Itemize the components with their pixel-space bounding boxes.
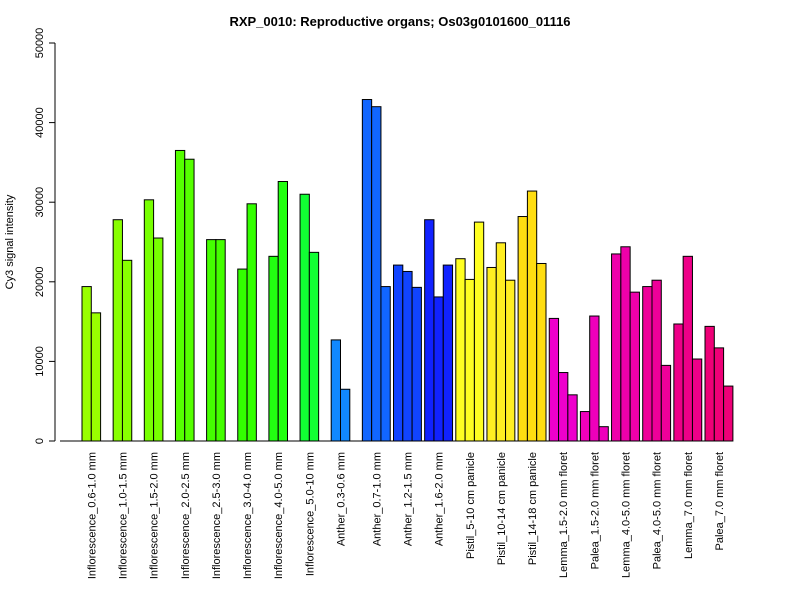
bar	[473, 221, 485, 442]
bar	[558, 372, 569, 442]
bar	[598, 426, 609, 442]
bar	[153, 237, 164, 442]
bar	[402, 270, 413, 442]
bar	[620, 246, 631, 442]
x-tick-label: Anther_1.2-1.5 mm	[402, 452, 414, 546]
bar	[713, 347, 725, 442]
x-tick-label: Inflorescence_1.5-2.0 mm	[149, 452, 161, 579]
x-tick-label: Inflorescence_5.0-10 mm	[304, 452, 316, 576]
bar	[642, 286, 653, 442]
x-tick-label: Pistil_10-14 cm panicle	[496, 452, 508, 565]
bar	[206, 239, 217, 442]
bar	[660, 364, 672, 442]
bar	[579, 411, 591, 442]
bars-group	[81, 99, 734, 442]
x-tick-label: Inflorescence_2.5-3.0 mm	[211, 452, 223, 579]
bar	[548, 317, 560, 442]
bar	[433, 296, 444, 442]
bar	[215, 239, 226, 442]
y-axis-title: Cy3 signal intensity	[4, 194, 16, 289]
x-tick-label: Inflorescence_2.0-2.5 mm	[180, 452, 192, 579]
bar	[567, 394, 578, 442]
bar	[505, 279, 516, 442]
bar	[299, 193, 310, 442]
bar	[611, 253, 622, 442]
bar	[455, 258, 466, 442]
bar	[90, 312, 102, 442]
bar	[526, 190, 538, 442]
bar	[723, 385, 734, 442]
bar	[411, 286, 422, 442]
bar	[442, 264, 454, 442]
y-tick-label: 30000	[34, 187, 46, 218]
bar	[143, 199, 155, 442]
bar	[237, 268, 248, 442]
y-tick-label: 20000	[34, 267, 46, 298]
bar	[704, 325, 715, 442]
y-tick-label: 40000	[34, 107, 46, 138]
bar	[629, 291, 640, 442]
bar	[517, 216, 528, 442]
bar	[268, 255, 279, 442]
bar	[330, 339, 342, 442]
bar	[682, 255, 693, 442]
bar	[393, 264, 404, 442]
x-tick-label: Inflorescence_1.0-1.5 mm	[117, 452, 129, 579]
x-tick-label: Inflorescence_4.0-5.0 mm	[273, 452, 285, 579]
x-tick-label: Inflorescence_0.6-1.0 mm	[86, 452, 98, 579]
x-tick-label: Anther_1.6-2.0 mm	[434, 452, 446, 546]
bar	[651, 279, 662, 442]
x-tick-label: Lemma_1.5-2.0 mm floret	[558, 452, 570, 578]
chart-title: RXP_0010: Reproductive organs; Os03g0101…	[229, 14, 570, 29]
x-tick-label: Palea_4.0-5.0 mm floret	[652, 452, 664, 569]
bar	[112, 219, 123, 442]
bar	[121, 259, 133, 442]
x-tick-label: Lemma_7.0 mm floret	[683, 452, 695, 559]
x-tick-labels: Inflorescence_0.6-1.0 mm Inflorescence_1.…	[86, 452, 726, 579]
x-tick-label: Anther_0.7-1.0 mm	[371, 452, 383, 546]
bar	[277, 181, 289, 442]
x-tick-label: Pistil_5-10 cm panicle	[465, 452, 477, 559]
bar	[424, 219, 435, 442]
bar	[673, 323, 684, 442]
bar	[361, 99, 373, 442]
bar	[536, 262, 547, 442]
y-tick-label: 0	[34, 438, 46, 444]
bar	[246, 203, 257, 442]
y-tick-label: 50000	[34, 28, 46, 59]
y-axis: 0 10000 20000 30000 40000 50000	[34, 28, 56, 444]
bar	[81, 286, 92, 442]
bar	[174, 149, 186, 442]
x-tick-label: Pistil_14-18 cm panicle	[527, 452, 539, 565]
bar	[380, 286, 391, 442]
x-tick-label: Anther_0.3-0.6 mm	[336, 452, 348, 546]
bar	[184, 158, 195, 442]
bar	[495, 242, 507, 442]
y-tick-label: 10000	[34, 346, 46, 377]
x-tick-label: Inflorescence_3.0-4.0 mm	[242, 452, 254, 579]
bar	[589, 315, 600, 442]
bar	[371, 106, 382, 442]
bar	[308, 251, 320, 442]
x-tick-label: Palea_1.5-2.0 mm floret	[589, 452, 601, 569]
bar	[691, 358, 703, 442]
x-tick-label: Lemma_4.0-5.0 mm floret	[621, 452, 633, 578]
bar	[486, 266, 497, 442]
bar	[464, 278, 475, 442]
bar	[340, 388, 351, 442]
x-tick-label: Palea_7.0 mm floret	[714, 452, 726, 550]
